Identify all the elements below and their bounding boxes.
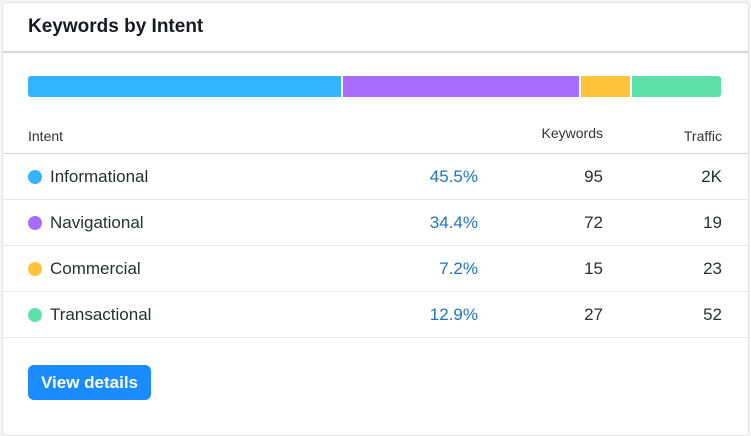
intent-name: Informational (50, 167, 149, 186)
intent-bar-segment-transactional[interactable] (630, 76, 721, 97)
intent-bar-segment-informational[interactable] (28, 76, 341, 97)
table-header: Intent Keywords Traffic (3, 118, 748, 154)
intent-percent-link[interactable]: 34.4% (429, 213, 478, 232)
transactional-color-dot-icon (28, 308, 42, 322)
widget-title: Keywords by Intent (28, 15, 204, 37)
informational-color-dot-icon (28, 170, 42, 184)
intent-percent-link[interactable]: 45.5% (429, 167, 478, 186)
intent-name: Transactional (50, 305, 152, 324)
commercial-color-dot-icon (28, 262, 42, 276)
widget-header: Keywords by Intent (3, 3, 748, 53)
view-details-button[interactable]: View details (28, 365, 151, 400)
intent-keywords-count: 95 (584, 167, 603, 186)
table-row-informational: Informational 45.5% 95 2K (3, 154, 748, 200)
intent-name: Commercial (50, 259, 141, 278)
intent-table-body: Informational 45.5% 95 2K Navigational 3… (3, 154, 748, 338)
intent-percent-link[interactable]: 7.2% (439, 259, 478, 278)
intent-percent-link[interactable]: 12.9% (429, 305, 478, 324)
intent-keywords-count: 27 (584, 305, 603, 324)
table-row-navigational: Navigational 34.4% 72 19 (3, 200, 748, 246)
table-row-commercial: Commercial 7.2% 15 23 (3, 246, 748, 292)
intent-bar-segment-navigational[interactable] (340, 76, 579, 97)
table-row-transactional: Transactional 12.9% 27 52 (3, 292, 748, 338)
intent-keywords-count: 72 (584, 213, 603, 232)
intent-bar-segment-commercial[interactable] (578, 76, 631, 97)
column-header-traffic[interactable]: Traffic (683, 128, 722, 144)
intent-traffic-value: 2K (701, 167, 722, 186)
intent-distribution-bar (28, 76, 721, 97)
column-header-intent: Intent (28, 128, 64, 144)
intent-traffic-value: 19 (703, 213, 722, 232)
column-header-keywords[interactable]: Keywords (541, 125, 603, 141)
intent-traffic-value: 52 (703, 305, 722, 324)
navigational-color-dot-icon (28, 216, 42, 230)
intent-traffic-value: 23 (703, 259, 722, 278)
intent-name: Navigational (50, 213, 144, 232)
intent-keywords-count: 15 (584, 259, 603, 278)
